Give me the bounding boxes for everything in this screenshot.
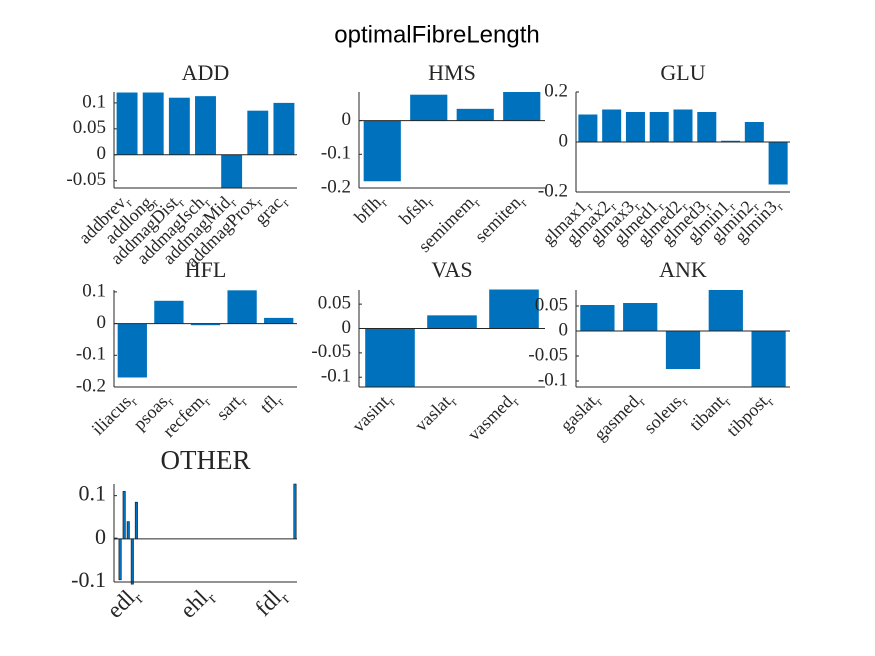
subplot-title: HFL: [185, 257, 227, 282]
bar: [751, 331, 786, 387]
bar: [489, 289, 539, 329]
bar: [625, 112, 645, 142]
bar: [195, 96, 216, 155]
bar: [126, 521, 130, 540]
y-tick-label: 0.05: [535, 294, 568, 315]
y-tick-label: 0: [95, 524, 106, 549]
bar: [168, 97, 190, 155]
y-tick-label: 0.1: [82, 91, 106, 112]
bar: [227, 290, 257, 324]
bar: [273, 102, 295, 155]
bar: [122, 491, 126, 540]
subplot-title: GLU: [660, 60, 705, 85]
subplot-title: ANK: [659, 257, 707, 282]
bar: [117, 323, 147, 378]
bar: [665, 331, 701, 369]
bar: [649, 112, 669, 142]
y-tick-label: -0.1: [71, 567, 106, 592]
y-tick-label: 0: [342, 317, 352, 338]
y-tick-label: 0.1: [82, 280, 106, 301]
y-tick-label: -0.1: [321, 143, 351, 164]
y-tick-label: 0: [559, 130, 569, 151]
bar: [578, 114, 598, 142]
y-tick-label: -0.1: [76, 344, 106, 365]
y-tick-label: -0.2: [76, 375, 106, 396]
figure-title: optimalFibreLength: [334, 21, 539, 48]
bar: [708, 290, 743, 331]
subplot-title: VAS: [431, 257, 472, 282]
bar: [673, 109, 693, 142]
bar: [721, 140, 741, 142]
y-tick-label: 0.05: [73, 117, 106, 138]
y-tick-label: -0.05: [311, 341, 351, 362]
y-tick-label: -0.05: [528, 344, 568, 365]
y-tick-label: 0.2: [544, 80, 568, 101]
bar: [410, 94, 448, 121]
y-tick-label: -0.1: [538, 369, 568, 390]
y-tick-label: 0: [97, 143, 107, 164]
subplot-title: HMS: [428, 60, 476, 85]
y-tick-label: 0.05: [318, 292, 351, 313]
bar: [142, 92, 164, 155]
y-tick-label: -0.2: [538, 180, 568, 201]
bar: [744, 122, 764, 142]
y-tick-label: -0.2: [321, 176, 351, 197]
subplot-title: ADD: [182, 60, 230, 85]
y-tick-label: 0.1: [79, 481, 107, 506]
bar: [190, 323, 221, 326]
y-tick-label: 0: [559, 319, 569, 340]
bar: [623, 303, 658, 331]
bar: [503, 92, 541, 121]
bar: [768, 142, 788, 185]
subplot-title: OTHER: [161, 445, 251, 475]
bar: [154, 300, 184, 324]
bar: [427, 315, 477, 329]
y-tick-label: -0.05: [66, 169, 106, 190]
bar: [221, 154, 243, 188]
y-tick-label: 0: [97, 312, 107, 333]
y-tick-label: 0: [342, 109, 352, 130]
bar: [365, 328, 415, 387]
bar: [118, 538, 122, 581]
bar: [247, 110, 269, 155]
bar: [264, 317, 294, 324]
bar: [130, 538, 134, 585]
bar: [116, 92, 138, 155]
bar: [697, 112, 717, 142]
bar: [134, 501, 138, 540]
bar: [293, 483, 297, 540]
bar: [363, 120, 401, 182]
bar: [456, 108, 494, 121]
bar: [602, 109, 622, 142]
y-tick-label: -0.1: [321, 366, 351, 387]
bar: [580, 305, 615, 331]
